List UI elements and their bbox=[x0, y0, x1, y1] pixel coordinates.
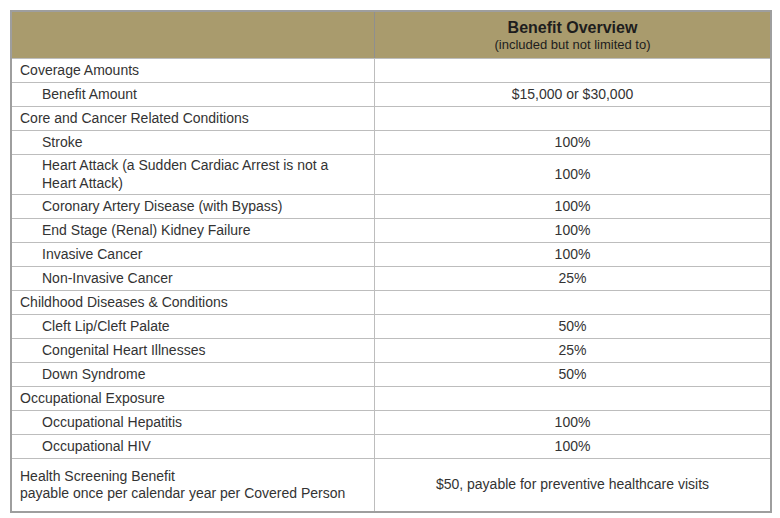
row-value: 100% bbox=[374, 219, 770, 242]
row-value bbox=[374, 107, 770, 130]
row-label: Non-Invasive Cancer bbox=[12, 267, 374, 290]
row-value: 100% bbox=[374, 155, 770, 194]
row-label: Stroke bbox=[12, 131, 374, 154]
row-label: Coverage Amounts bbox=[12, 59, 374, 82]
row-value: 25% bbox=[374, 267, 770, 290]
row-value bbox=[374, 59, 770, 82]
header-empty-cell bbox=[12, 12, 374, 58]
row-label: Occupational HIV bbox=[12, 435, 374, 458]
row-value: 100% bbox=[374, 411, 770, 434]
row-label: Benefit Amount bbox=[12, 83, 374, 106]
row-label: Invasive Cancer bbox=[12, 243, 374, 266]
table-row-section-occupational-exposure: Occupational Exposure bbox=[12, 386, 770, 410]
row-value: 50% bbox=[374, 315, 770, 338]
row-value: 25% bbox=[374, 339, 770, 362]
row-label: Down Syndrome bbox=[12, 363, 374, 386]
row-value: 100% bbox=[374, 243, 770, 266]
row-label: Congenital Heart Illnesses bbox=[12, 339, 374, 362]
table-row-end-stage-kidney-failure: End Stage (Renal) Kidney Failure 100% bbox=[12, 218, 770, 242]
row-label: Occupational Exposure bbox=[12, 387, 374, 410]
row-label: Health Screening Benefit payable once pe… bbox=[12, 459, 374, 511]
table-row-section-core-cancer: Core and Cancer Related Conditions bbox=[12, 106, 770, 130]
benefit-overview-table: Benefit Overview (included but not limit… bbox=[10, 10, 772, 513]
table-row-section-coverage-amounts: Coverage Amounts bbox=[12, 58, 770, 82]
row-value: 100% bbox=[374, 435, 770, 458]
table-row-benefit-amount: Benefit Amount $15,000 or $30,000 bbox=[12, 82, 770, 106]
table-row-coronary-artery-disease: Coronary Artery Disease (with Bypass) 10… bbox=[12, 194, 770, 218]
row-label: Coronary Artery Disease (with Bypass) bbox=[12, 195, 374, 218]
header-subtitle: (included but not limited to) bbox=[494, 37, 650, 53]
table-row-cleft-lip-palate: Cleft Lip/Cleft Palate 50% bbox=[12, 314, 770, 338]
row-label: Occupational Hepatitis bbox=[12, 411, 374, 434]
header-benefit-overview-cell: Benefit Overview (included but not limit… bbox=[374, 12, 770, 58]
row-value bbox=[374, 387, 770, 410]
row-label: End Stage (Renal) Kidney Failure bbox=[12, 219, 374, 242]
row-value: 100% bbox=[374, 131, 770, 154]
row-value bbox=[374, 291, 770, 314]
table-row-section-childhood: Childhood Diseases & Conditions bbox=[12, 290, 770, 314]
row-label: Heart Attack (a Sudden Cardiac Arrest is… bbox=[12, 155, 374, 194]
table-row-non-invasive-cancer: Non-Invasive Cancer 25% bbox=[12, 266, 770, 290]
table-row-occupational-hepatitis: Occupational Hepatitis 100% bbox=[12, 410, 770, 434]
row-value: $15,000 or $30,000 bbox=[374, 83, 770, 106]
table-row-invasive-cancer: Invasive Cancer 100% bbox=[12, 242, 770, 266]
table-row-health-screening-benefit: Health Screening Benefit payable once pe… bbox=[12, 458, 770, 511]
row-value: 100% bbox=[374, 195, 770, 218]
page: Benefit Overview (included but not limit… bbox=[0, 0, 780, 518]
header-title: Benefit Overview bbox=[508, 18, 638, 37]
row-label: Cleft Lip/Cleft Palate bbox=[12, 315, 374, 338]
row-label: Core and Cancer Related Conditions bbox=[12, 107, 374, 130]
table-row-stroke: Stroke 100% bbox=[12, 130, 770, 154]
table-row-occupational-hiv: Occupational HIV 100% bbox=[12, 434, 770, 458]
row-value: $50, payable for preventive healthcare v… bbox=[374, 459, 770, 511]
table-row-congenital-heart-illnesses: Congenital Heart Illnesses 25% bbox=[12, 338, 770, 362]
table-row-down-syndrome: Down Syndrome 50% bbox=[12, 362, 770, 386]
table-header-row: Benefit Overview (included but not limit… bbox=[12, 12, 770, 58]
row-value: 50% bbox=[374, 363, 770, 386]
table-row-heart-attack: Heart Attack (a Sudden Cardiac Arrest is… bbox=[12, 154, 770, 194]
row-label: Childhood Diseases & Conditions bbox=[12, 291, 374, 314]
